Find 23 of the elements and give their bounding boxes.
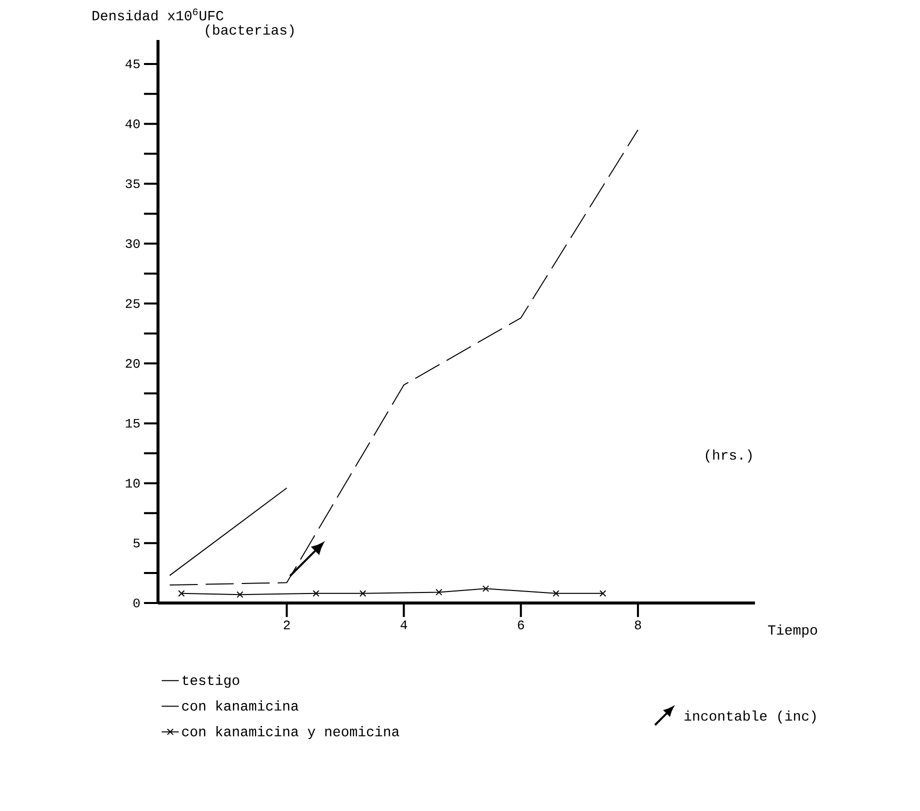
y-tick-label: 5 <box>133 538 140 548</box>
annotation: (hrs.) <box>706 449 752 463</box>
x-axis-title: Tiempo <box>768 624 818 638</box>
legend-label: con kanamicina y neomicina <box>182 726 400 740</box>
legend-label: con kanamicina <box>182 700 298 711</box>
x-tick-label: 4 <box>400 620 408 630</box>
y-tick-label: 30 <box>126 239 140 248</box>
y-tick-label: 15 <box>126 418 140 428</box>
line-series <box>169 129 638 586</box>
y-tick-label: 20 <box>126 359 140 368</box>
x-tick-label: 8 <box>634 620 641 630</box>
y-tick-label: 0 <box>133 598 140 608</box>
text: incontable (inc) <box>684 710 816 724</box>
x-tick-label: 2 <box>284 620 290 630</box>
x-tick-label: 6 <box>518 620 524 630</box>
legend-label: testigo <box>182 674 240 688</box>
y-tick-label: 45 <box>126 60 140 68</box>
y-tick-label: 10 <box>126 478 140 488</box>
y-tick-label: 35 <box>126 179 140 188</box>
y-axis-title: Densidad x10$^{6}$UFC <box>92 8 224 20</box>
y-tick-label: 40 <box>126 119 140 128</box>
y-tick-label: 25 <box>126 299 140 308</box>
text: (bacterias) <box>206 24 294 38</box>
